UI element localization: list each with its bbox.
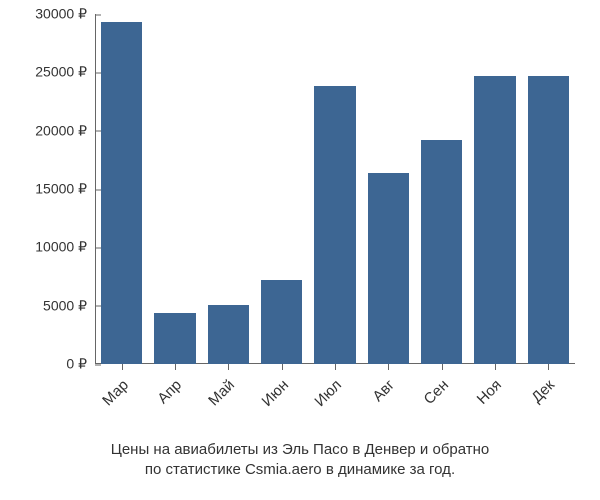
y-tick: 15000 ₽ — [35, 181, 95, 198]
y-tick-label: 25000 ₽ — [35, 64, 95, 81]
y-tick: 5000 ₽ — [43, 297, 95, 314]
x-label: Июн — [258, 376, 291, 409]
bar — [101, 22, 142, 364]
x-tick-mark — [495, 364, 496, 370]
y-tick-label: 30000 ₽ — [35, 6, 95, 23]
y-tick: 20000 ₽ — [35, 122, 95, 139]
y-tick-label: 0 ₽ — [66, 356, 95, 373]
y-tick: 25000 ₽ — [35, 64, 95, 81]
x-label: Сен — [420, 376, 451, 407]
x-tick-mark — [442, 364, 443, 370]
x-tick-mark — [335, 364, 336, 370]
x-labels-layer: Мар Апр Май Июн Июл Авг Сен Ноя Дек — [95, 364, 575, 424]
caption-line1: Цены на авиабилеты из Эль Пасо в Денвер … — [111, 441, 490, 458]
x-label: Мар — [99, 376, 132, 409]
bar — [421, 140, 462, 364]
x-label: Ноя — [474, 376, 505, 407]
bar — [261, 280, 302, 364]
x-tick-mark — [548, 364, 549, 370]
x-tick-mark — [175, 364, 176, 370]
x-label: Июл — [311, 376, 345, 410]
plot-area: 0 ₽5000 ₽10000 ₽15000 ₽20000 ₽25000 ₽300… — [95, 14, 575, 364]
bars-layer — [95, 14, 575, 364]
y-tick-label: 15000 ₽ — [35, 181, 95, 198]
x-tick-mark — [228, 364, 229, 370]
bar — [474, 76, 515, 364]
x-label: Дек — [529, 376, 559, 406]
chart-caption: Цены на авиабилеты из Эль Пасо в Денвер … — [0, 440, 600, 481]
x-label: Май — [206, 376, 239, 409]
chart-container: 0 ₽ 5000 ₽ 10000 ₽ 15000 ₽ 20000 ₽ 25000 ₽ 300… — [0, 0, 600, 500]
bar — [154, 313, 195, 364]
bar — [314, 86, 355, 364]
y-tick-label: 5000 ₽ — [43, 297, 95, 314]
x-tick-mark — [122, 364, 123, 370]
y-tick: 10000 ₽ — [35, 239, 95, 256]
caption-line2: по статистике Csmia.aero в динамике за г… — [145, 461, 455, 478]
y-tick-label: 10000 ₽ — [35, 239, 95, 256]
y-tick-label: 20000 ₽ — [35, 122, 95, 139]
bar — [208, 305, 249, 365]
y-tick: 0 ₽ — [66, 356, 95, 373]
bar — [368, 173, 409, 364]
x-label: Авг — [370, 376, 399, 405]
y-tick: 30000 ₽ — [35, 6, 95, 23]
y-axis: 0 ₽5000 ₽10000 ₽15000 ₽20000 ₽25000 ₽300… — [15, 14, 95, 364]
x-label: Апр — [154, 376, 185, 407]
x-tick-mark — [388, 364, 389, 370]
bar — [528, 76, 569, 364]
x-tick-mark — [282, 364, 283, 370]
